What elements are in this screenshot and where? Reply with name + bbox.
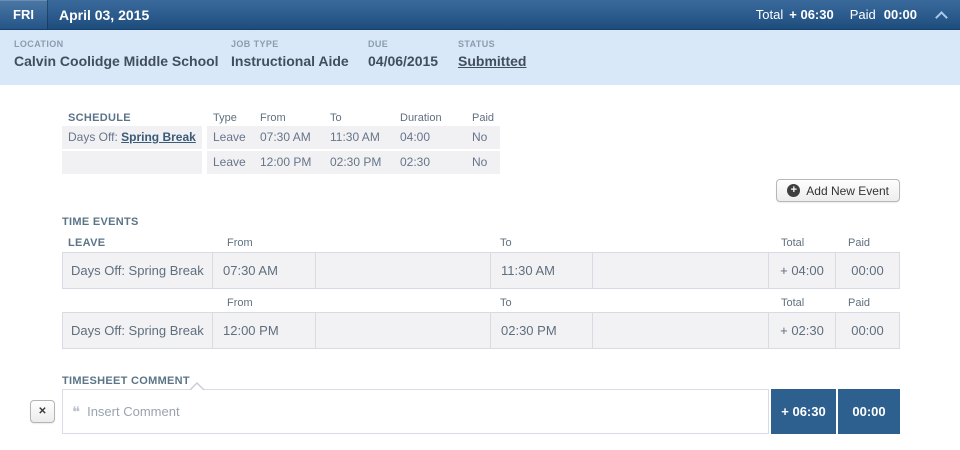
location-value: Calvin Coolidge Middle School: [14, 53, 219, 69]
col-to: To: [500, 297, 512, 309]
from-time-cell: 07:30 AM: [213, 253, 316, 288]
to-time-cell: 02:30 PM: [491, 313, 593, 348]
location-field: LOCATION Calvin Coolidge Middle School: [14, 39, 231, 85]
col-from: From: [227, 237, 253, 249]
schedule-col-duration: Duration: [400, 112, 442, 124]
days-off-prefix: Days Off:: [68, 130, 122, 144]
from-cell: 12:00 PM: [260, 155, 312, 169]
leave-heading: LEAVE: [68, 237, 106, 249]
day-detail-content: SCHEDULE Type From To Duration Paid Days…: [30, 112, 900, 434]
spacer: [592, 237, 770, 250]
due-field: DUE 04/06/2015: [368, 39, 458, 85]
comment-input-wrap: ❝: [62, 389, 769, 434]
col-to: To: [500, 237, 512, 249]
schedule-row-values: Leave 07:30 AM 11:30 AM 04:00 No: [207, 126, 500, 149]
timesheet-comment-title: TIMESHEET COMMENT: [62, 375, 190, 387]
job-type-label: JOB TYPE: [231, 39, 279, 49]
event-label-cell: Days Off: Spring Break: [63, 313, 213, 348]
spacer: [592, 297, 770, 310]
comment-input[interactable]: [87, 390, 768, 433]
to-cell: 11:30 AM: [330, 130, 380, 144]
spacer: [315, 297, 490, 310]
add-new-event-label: Add New Event: [806, 183, 889, 198]
quote-icon: ❝: [72, 402, 81, 421]
day-paid-badge: 00:00: [838, 389, 900, 434]
day-total-badge: + 06:30: [771, 389, 836, 434]
chevron-up-icon[interactable]: [934, 8, 948, 22]
due-label: DUE: [368, 39, 389, 49]
schedule-row-label: [62, 151, 202, 174]
total-value: + 06:30: [789, 7, 834, 22]
job-type-value: Instructional Aide: [231, 53, 349, 69]
schedule-col-paid: Paid: [472, 112, 495, 124]
col-from: From: [227, 297, 253, 309]
day-header-left: FRI April 03, 2015: [0, 0, 149, 29]
spacer: [315, 237, 490, 250]
time-event-row: Days Off: Spring Break 07:30 AM 11:30 AM…: [62, 252, 900, 289]
empty-cell: [316, 253, 491, 288]
day-abbrev: FRI: [0, 0, 48, 29]
close-icon[interactable]: ✕: [30, 400, 55, 423]
leave-heading: [62, 297, 212, 310]
day-header-totals: Total + 06:30 Paid 00:00: [756, 7, 960, 22]
status-field: STATUS Submitted: [458, 39, 960, 85]
event-label-cell: Days Off: Spring Break: [63, 253, 213, 288]
comment-row: ✕ ❝ + 06:30 00:00: [30, 382, 900, 434]
time-events-header-row: From To Total Paid: [62, 297, 900, 310]
plus-circle-icon: +: [787, 184, 801, 197]
type-cell: Leave: [213, 155, 246, 169]
paid-cell: No: [472, 155, 488, 169]
duration-cell: 02:30: [400, 155, 431, 169]
add-new-event-button[interactable]: + Add New Event: [776, 179, 900, 202]
to-time-cell: 11:30 AM: [491, 253, 593, 288]
col-total: Total: [781, 297, 805, 309]
total-cell: + 02:30: [769, 313, 836, 348]
schedule-col-from: From: [260, 112, 286, 124]
from-cell: 07:30 AM: [260, 130, 311, 144]
time-events-header-row: LEAVE From To Total Paid: [62, 237, 900, 250]
schedule-row-label: Days Off: Spring Break: [62, 126, 202, 149]
day-header-bar: FRI April 03, 2015 Total + 06:30 Paid 00…: [0, 0, 960, 30]
status-link[interactable]: Submitted: [458, 53, 527, 69]
type-cell: Leave: [213, 130, 246, 144]
job-type-field: JOB TYPE Instructional Aide: [231, 39, 368, 85]
details-bar: LOCATION Calvin Coolidge Middle School J…: [0, 30, 960, 85]
schedule-row-values: Leave 12:00 PM 02:30 PM 02:30 No: [207, 151, 500, 174]
to-cell: 02:30 PM: [330, 155, 382, 169]
date-label: April 03, 2015: [58, 6, 150, 23]
empty-cell: [593, 313, 769, 348]
col-paid: Paid: [848, 297, 871, 309]
schedule-header-row: SCHEDULE Type From To Duration Paid: [62, 112, 900, 124]
schedule-row: Leave 12:00 PM 02:30 PM 02:30 No: [62, 151, 900, 174]
total-label: Total: [755, 7, 784, 22]
col-total: Total: [781, 237, 805, 249]
duration-cell: 04:00: [400, 130, 431, 144]
due-value: 04/06/2015: [368, 53, 439, 69]
add-event-row: + Add New Event: [62, 179, 900, 202]
time-event-row: Days Off: Spring Break 12:00 PM 02:30 PM…: [62, 312, 900, 349]
paid-label: Paid: [849, 7, 876, 22]
paid-cell: 00:00: [851, 263, 884, 278]
col-paid: Paid: [848, 237, 871, 249]
comment-box: ❝ + 06:30 00:00: [62, 382, 900, 434]
schedule-col-type: Type: [213, 112, 237, 124]
status-label: STATUS: [458, 39, 496, 49]
spring-break-link[interactable]: Spring Break: [121, 130, 196, 144]
total-cell: + 04:00: [769, 253, 836, 288]
location-label: LOCATION: [14, 39, 64, 49]
from-time-cell: 12:00 PM: [213, 313, 316, 348]
empty-cell: [593, 253, 769, 288]
paid-cell: 00:00: [851, 323, 884, 338]
schedule-row: Days Off: Spring Break Leave 07:30 AM 11…: [62, 126, 900, 149]
empty-cell: [316, 313, 491, 348]
paid-value: 00:00: [883, 7, 917, 22]
schedule-col-to: To: [330, 112, 342, 124]
paid-cell: No: [472, 130, 488, 144]
schedule-title: SCHEDULE: [68, 112, 131, 124]
time-events-title: TIME EVENTS: [62, 216, 139, 228]
